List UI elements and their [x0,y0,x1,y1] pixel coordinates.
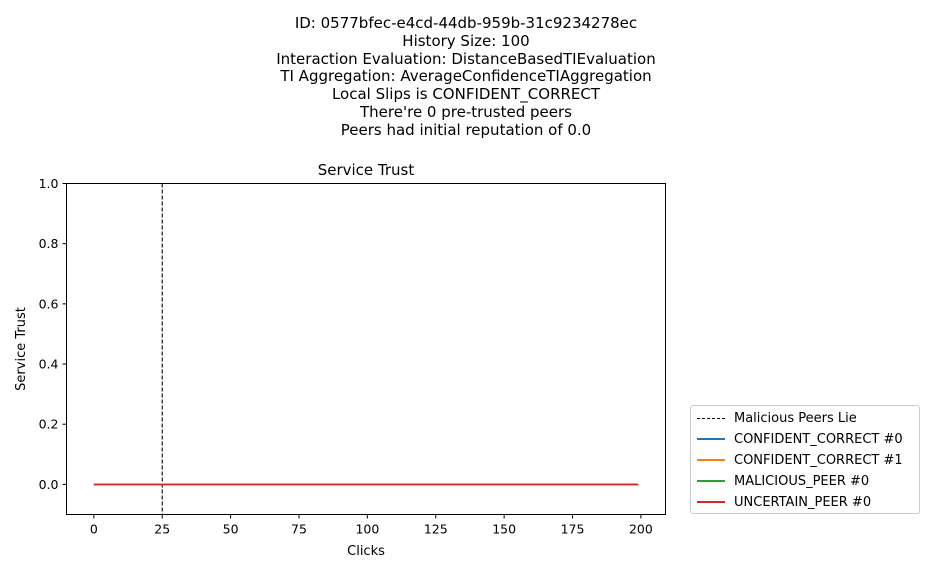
y-tick-label: 0.4 [39,357,59,372]
x-tick-label: 25 [154,522,170,537]
legend-label: CONFIDENT_CORRECT #1 [734,452,903,468]
suptitle-line: Local Slips is CONFIDENT_CORRECT [331,85,601,104]
y-tick-label: 0.8 [39,236,59,251]
y-tick-label: 0.6 [39,296,59,311]
x-tick-label: 0 [90,522,98,537]
suptitle-line: ID: 0577bfec-e4cd-44db-959b-31c9234278ec [294,14,638,32]
x-tick-label: 125 [424,522,448,537]
legend-entry-confident-correct-1: CONFIDENT_CORRECT #1 [697,450,903,470]
x-tick-label: 75 [291,522,307,537]
suptitle-line: History Size: 100 [402,31,530,50]
y-tick-label: 0.2 [39,417,59,432]
legend-swatch [697,438,725,440]
legend-entry-malicious-peers-lie: Malicious Peers Lie [697,408,857,428]
suptitle-line: There're 0 pre-trusted peers [360,102,572,121]
figure-suptitle: ID: 0577bfec-e4cd-44db-959b-31c9234278ec… [0,14,932,140]
legend-entry-malicious-peer-0: MALICIOUS_PEER #0 [697,471,869,491]
legend-label: UNCERTAIN_PEER #0 [734,494,872,510]
x-tick-label: 200 [629,522,653,537]
legend-swatch [697,480,725,482]
suptitle-line: Interaction Evaluation: DistanceBasedTIE… [276,49,656,68]
legend: Malicious Peers Lie CONFIDENT_CORRECT #0… [690,405,920,514]
suptitle-line: Peers had initial reputation of 0.0 [340,120,592,139]
legend-label: CONFIDENT_CORRECT #0 [734,431,903,447]
legend-entry-uncertain-peer-0: UNCERTAIN_PEER #0 [697,492,871,512]
legend-swatch-dashed [697,417,725,419]
legend-label: MALICIOUS_PEER #0 [734,473,870,489]
legend-entry-confident-correct-0: CONFIDENT_CORRECT #0 [697,429,903,449]
suptitle-line: TI Aggregation: AverageConfidenceTIAggre… [280,67,652,86]
x-axis-label: Clicks [347,544,385,559]
y-tick-label: 0.0 [39,477,59,492]
x-tick-label: 175 [561,522,585,537]
y-axis-label: Service Trust [14,307,29,391]
legend-label: Malicious Peers Lie [734,410,857,426]
legend-swatch [697,501,725,503]
x-tick-label: 50 [223,522,239,537]
y-tick-label: 1.0 [39,176,59,191]
x-tick-label: 150 [492,522,516,537]
chart-title: Service Trust [318,161,415,179]
legend-swatch [697,459,725,461]
plot-frame [66,183,666,515]
x-tick-label: 100 [355,522,379,537]
